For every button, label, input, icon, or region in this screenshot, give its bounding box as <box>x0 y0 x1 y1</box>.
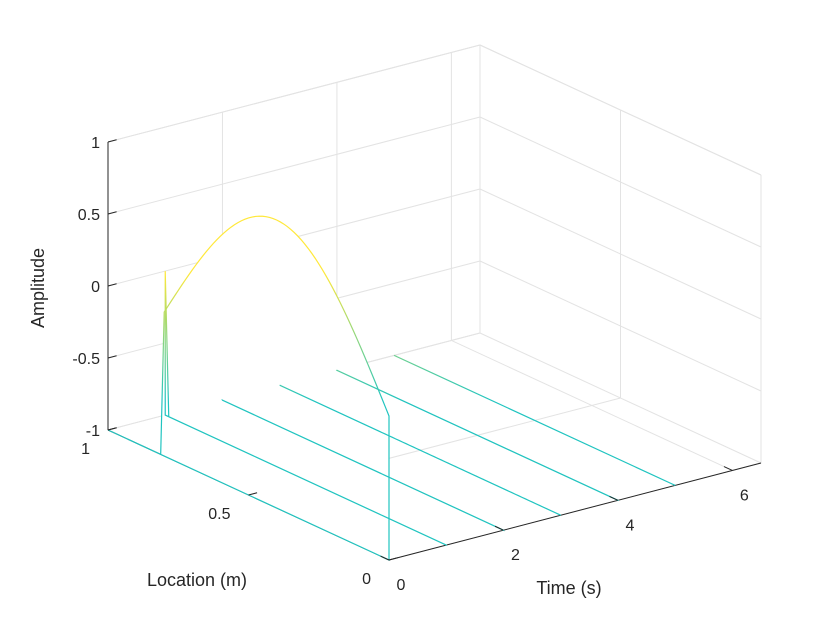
grid-line <box>479 188 762 320</box>
series-curve <box>393 354 676 486</box>
x-axis-line <box>388 462 762 561</box>
x-tick-mark <box>723 466 733 471</box>
series-curve <box>221 398 505 532</box>
z-tick-label: -1 <box>86 423 100 440</box>
x-tick-mark <box>494 525 504 531</box>
z-tick-mark <box>107 139 117 143</box>
y-tick-label: 0.5 <box>208 506 230 523</box>
z-tick-label: -0.5 <box>72 351 100 368</box>
series-curve <box>279 384 561 516</box>
y-tick-label: 1 <box>81 441 90 458</box>
curves <box>107 215 676 561</box>
grid-line <box>479 260 762 392</box>
grid-line <box>107 44 481 143</box>
x-tick-label: 6 <box>740 487 749 504</box>
z-tick-label: 0 <box>91 279 100 296</box>
x-tick-label: 0 <box>397 577 406 594</box>
x-tick-mark <box>609 495 619 501</box>
x-tick-mark <box>380 555 390 561</box>
z-tick-label: 0.5 <box>78 207 100 224</box>
grid-line <box>479 116 762 248</box>
z-tick-mark <box>107 211 117 215</box>
grid-line <box>479 44 762 176</box>
x-tick-label: 2 <box>511 547 520 564</box>
y-tick-label: 0 <box>362 571 371 588</box>
z-tick-mark <box>107 427 117 431</box>
x-axis-label: Time (s) <box>536 578 601 598</box>
series-curve <box>107 215 390 561</box>
grid-line <box>107 116 481 215</box>
z-tick-label: 1 <box>91 135 100 152</box>
series-curve <box>164 271 447 546</box>
series-curve <box>335 369 620 501</box>
y-axis-label: Location (m) <box>147 570 247 590</box>
x-tick-label: 4 <box>625 517 634 534</box>
y-tick-mark <box>248 492 258 496</box>
z-axis-label: Amplitude <box>28 248 48 328</box>
z-tick-mark <box>107 355 117 359</box>
y-tick-mark <box>388 557 398 561</box>
z-tick-mark <box>107 283 117 287</box>
